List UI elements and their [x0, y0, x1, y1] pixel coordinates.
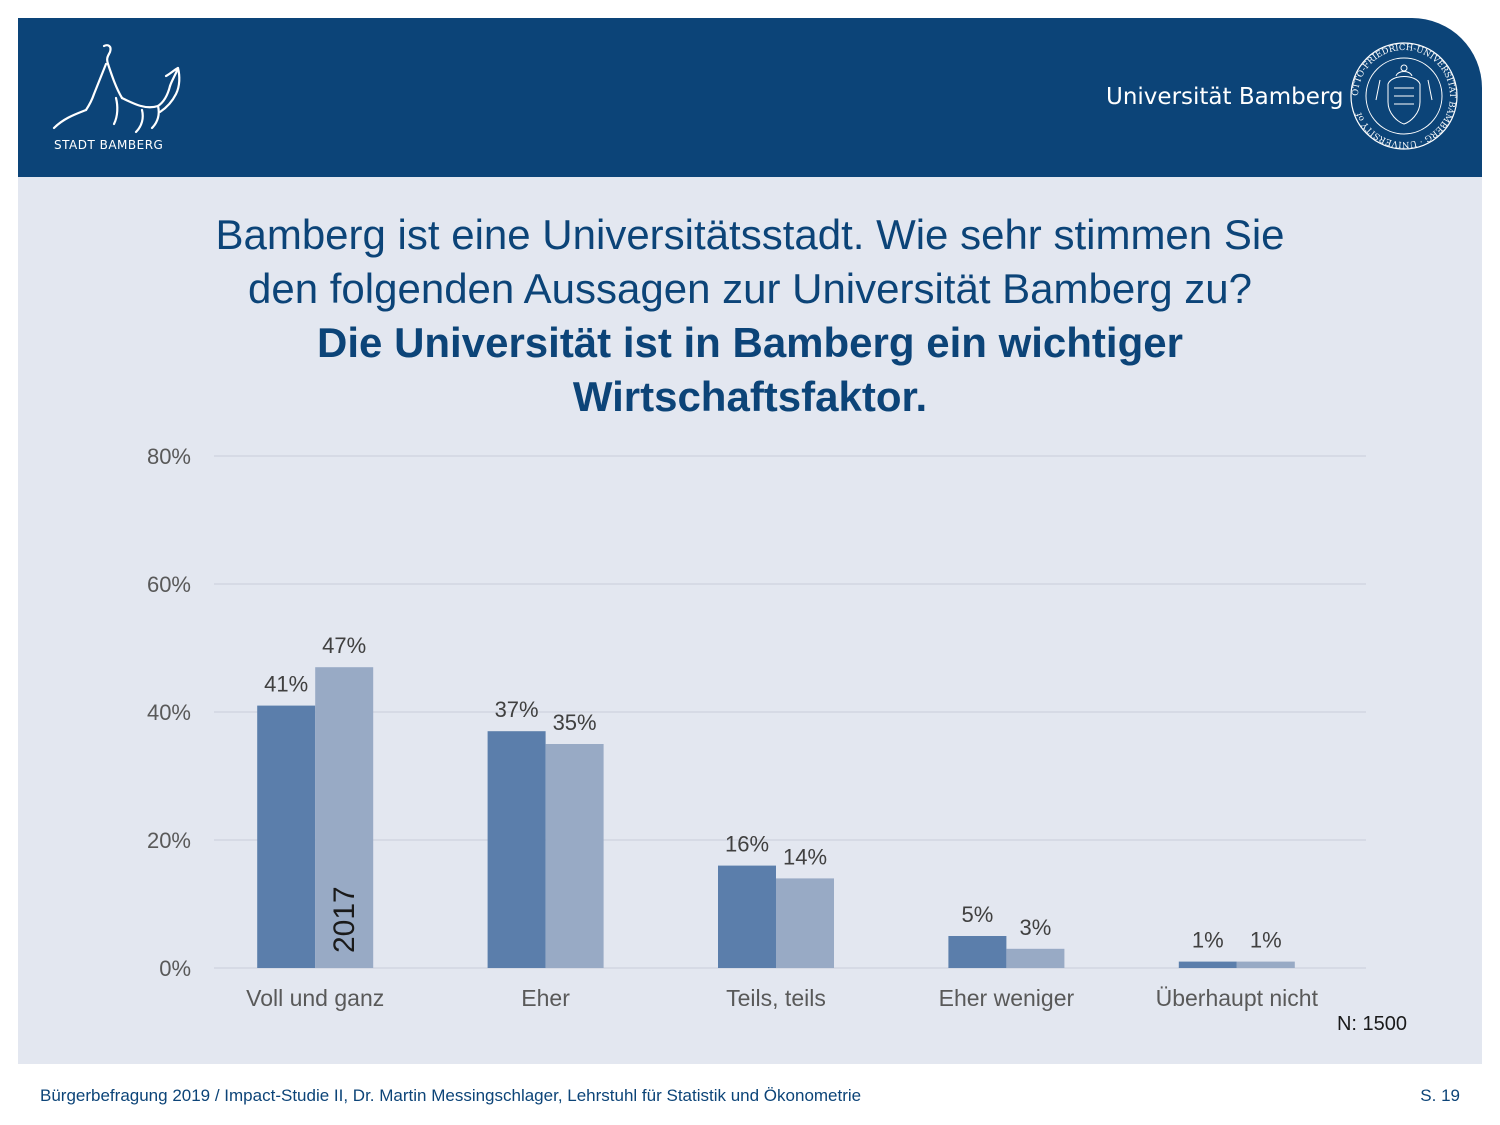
title-statement-line-1: Die Universität ist in Bamberg ein wicht… — [317, 319, 1183, 366]
bar — [718, 865, 776, 968]
data-label: 1% — [1192, 928, 1224, 953]
data-label: 47% — [322, 633, 366, 658]
slide-header: STADT BAMBERG Universität Bamberg OTTO-F… — [18, 18, 1482, 177]
data-label: 14% — [783, 844, 827, 869]
x-category-label: Eher weniger — [939, 985, 1075, 1011]
title-question-line-2: den folgenden Aussagen zur Universität B… — [248, 265, 1252, 312]
data-label: 3% — [1020, 915, 1052, 940]
x-category-label: Eher — [521, 985, 570, 1011]
university-seal-icon: OTTO-FRIEDRICH-UNIVERSITÄT BAMBERG · UNI… — [1350, 42, 1459, 150]
data-label: 37% — [495, 697, 539, 722]
title-question-line-1: Bamberg ist eine Universitätsstadt. Wie … — [215, 211, 1285, 258]
data-label: 5% — [962, 902, 994, 927]
data-label: 1% — [1250, 928, 1282, 953]
bar-chart: 0% 20% 40% 60% 80% 41% 47% Voll und ganz 37% 35% E… — [147, 444, 1407, 1035]
y-tick-label: 60% — [147, 572, 191, 597]
x-category-label: Voll und ganz — [246, 985, 384, 1011]
slide-title: Bamberg ist eine Universitätsstadt. Wie … — [18, 208, 1482, 424]
bar — [487, 731, 546, 968]
university-name: Universität Bamberg — [1106, 84, 1344, 110]
footer-page-number: S. 19 — [1420, 1086, 1460, 1105]
series-name-label: 2017 — [328, 886, 361, 953]
sample-size-label: N: 1500 — [1337, 1013, 1407, 1035]
data-label: 41% — [264, 672, 308, 697]
bar — [257, 705, 316, 968]
bar — [1178, 961, 1237, 968]
title-statement-line-2: Wirtschaftsfaktor. — [572, 373, 928, 420]
data-label: 16% — [725, 832, 769, 857]
bar — [1006, 948, 1065, 968]
x-category-label: Teils, teils — [726, 985, 826, 1011]
bar — [1236, 961, 1295, 968]
bar — [545, 744, 604, 968]
y-tick-label: 40% — [147, 700, 191, 725]
x-category-label: Überhaupt nicht — [1156, 985, 1319, 1011]
bar — [315, 667, 374, 968]
footer-source: Bürgerbefragung 2019 / Impact-Studie II,… — [40, 1086, 862, 1105]
bar — [948, 936, 1007, 968]
y-tick-label: 0% — [159, 956, 191, 981]
stadt-bamberg-rider-logo-icon — [52, 44, 181, 134]
bar — [776, 878, 834, 968]
stadt-bamberg-label: STADT BAMBERG — [54, 138, 164, 152]
data-label: 35% — [553, 710, 597, 735]
y-tick-label: 20% — [147, 828, 191, 853]
y-tick-label: 80% — [147, 444, 191, 469]
slide-panel: STADT BAMBERG Universität Bamberg OTTO-F… — [18, 18, 1482, 1064]
